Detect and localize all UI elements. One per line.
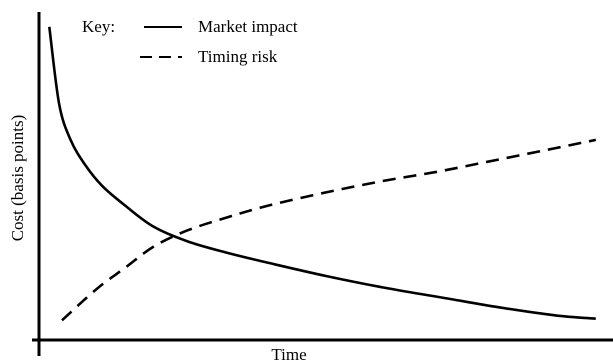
x-axis-label: Time (271, 345, 306, 362)
plot-lines (48, 26, 597, 322)
y-axis-label: Cost (basis points) (8, 115, 27, 242)
series-line-market-impact (48, 26, 596, 320)
legend-title: Key: (82, 17, 115, 36)
series-line-timing-risk (61, 138, 597, 322)
legend-label-market-impact: Market impact (198, 17, 298, 36)
legend-label-timing-risk: Timing risk (198, 47, 278, 66)
legend: Key: Market impact Timing risk (82, 17, 298, 66)
axes (32, 12, 613, 356)
